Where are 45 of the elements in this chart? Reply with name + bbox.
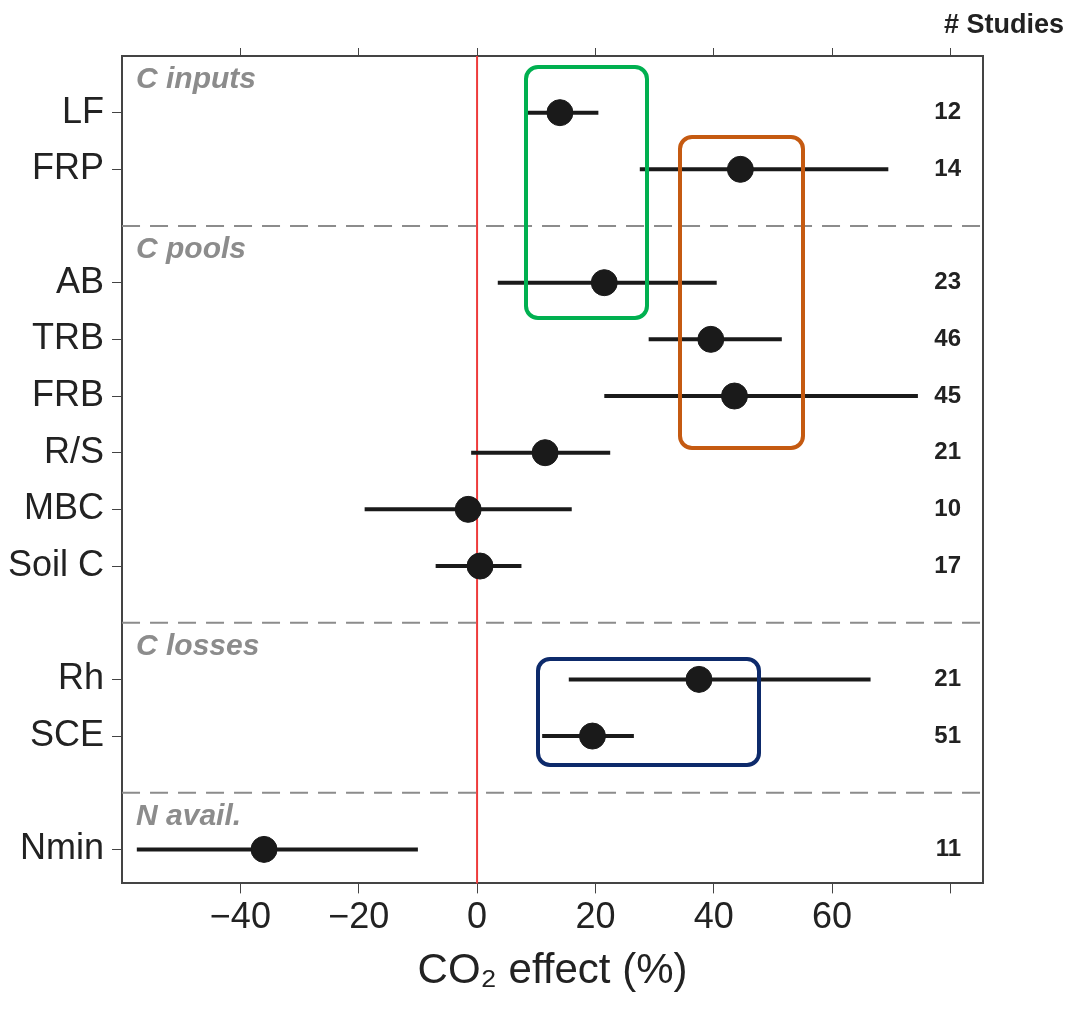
annotation: 51 xyxy=(934,720,961,748)
point xyxy=(685,665,713,693)
point xyxy=(590,269,618,297)
point xyxy=(726,155,754,183)
y-tick-label: TRB xyxy=(32,316,105,358)
point xyxy=(454,495,482,523)
y-tick-label: SCE xyxy=(30,712,105,754)
annotation: 45 xyxy=(934,380,961,408)
x-tick-label: 0 xyxy=(467,894,488,936)
x-tick-label: 20 xyxy=(575,894,616,936)
annotation: 21 xyxy=(934,664,961,692)
annotation: 17 xyxy=(934,550,961,578)
y2-axis-title: # Studies xyxy=(943,9,1064,40)
annotation: 12 xyxy=(934,97,961,125)
y-tick-label: LF xyxy=(62,89,105,131)
y-tick-label: FRB xyxy=(32,372,105,414)
annotation: 21 xyxy=(934,437,961,465)
annotation: 10 xyxy=(934,493,961,521)
y-tick-label: AB xyxy=(56,259,105,301)
point xyxy=(466,552,494,580)
point xyxy=(578,722,606,750)
y-tick-label: Rh xyxy=(58,656,105,698)
point xyxy=(531,439,559,467)
annotation: C pools xyxy=(136,231,247,265)
x-tick-label: −20 xyxy=(328,894,390,936)
point xyxy=(697,325,725,353)
x-axis-title: CO₂ effect (%) xyxy=(417,945,688,993)
x-tick-label: −40 xyxy=(209,894,271,936)
point xyxy=(546,99,574,127)
y-tick-label: Nmin xyxy=(20,826,105,868)
annotation: C losses xyxy=(136,627,260,661)
annotation: 11 xyxy=(935,834,961,862)
x-tick-label: 40 xyxy=(693,894,734,936)
y-tick-label: FRP xyxy=(32,146,105,188)
annotation: C inputs xyxy=(136,61,257,95)
annotation: 23 xyxy=(934,267,961,295)
x-tick-label: 60 xyxy=(812,894,853,936)
y-tick-label: R/S xyxy=(44,429,105,471)
annotation: 46 xyxy=(934,323,961,351)
annotation: N avail. xyxy=(136,797,242,831)
point xyxy=(250,835,278,863)
point xyxy=(720,382,748,410)
y-tick-label: Soil C xyxy=(8,542,105,584)
y-tick-label: MBC xyxy=(24,486,105,528)
annotation: 14 xyxy=(934,153,962,181)
